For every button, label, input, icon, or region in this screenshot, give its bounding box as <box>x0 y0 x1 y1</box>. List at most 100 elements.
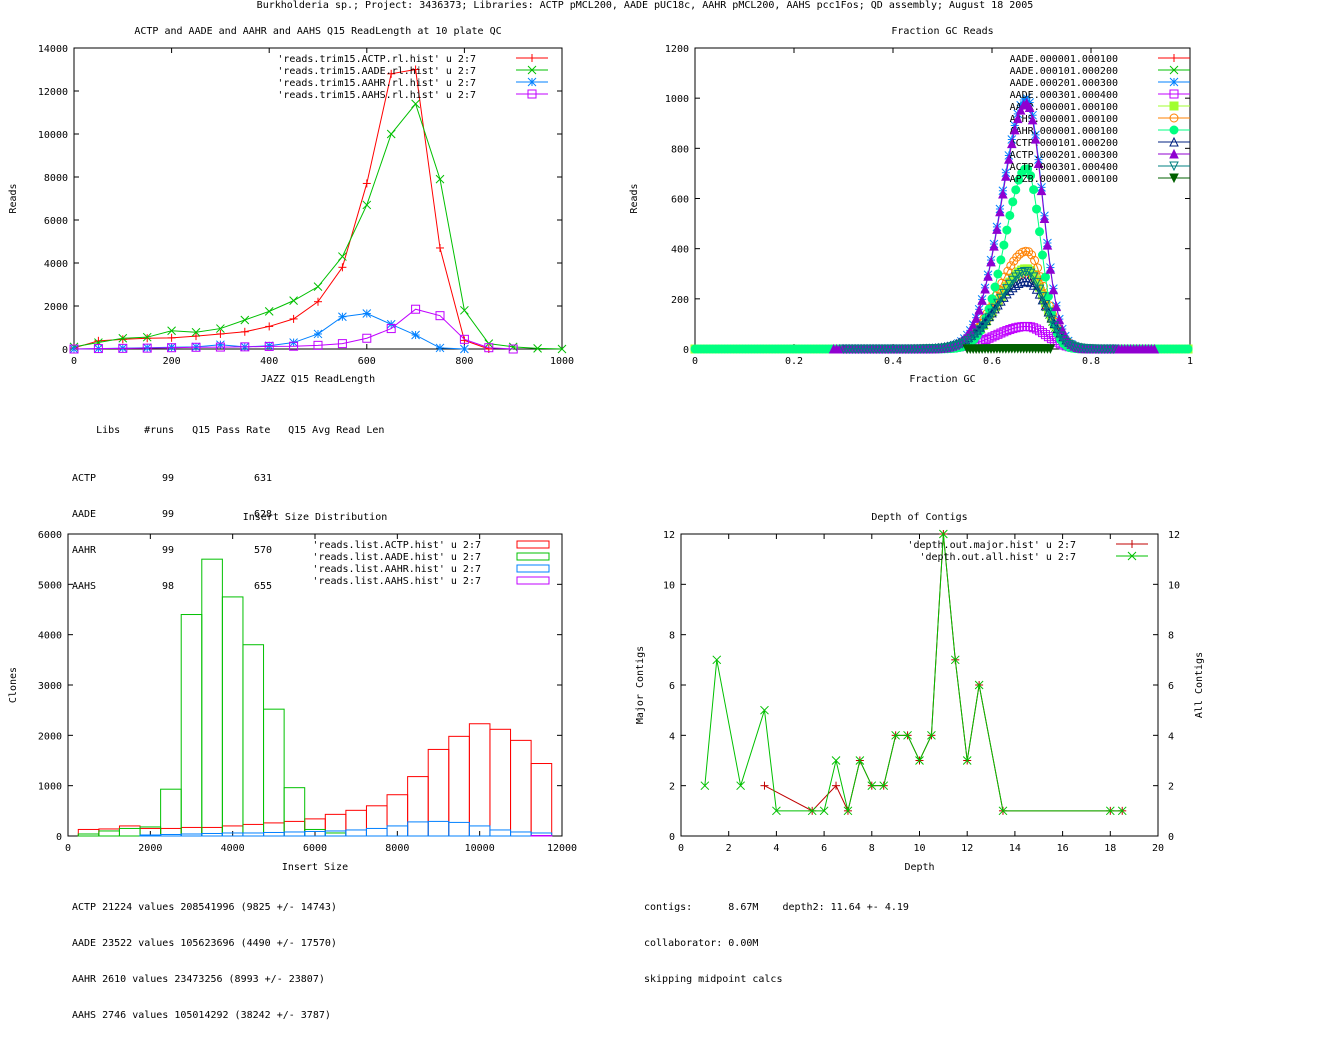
readlen-data-point <box>240 315 250 325</box>
insert-bar <box>427 820 450 837</box>
insert-bar <box>510 831 532 837</box>
gc-data-point <box>998 188 1008 199</box>
gc-data-point <box>1027 114 1038 125</box>
gc-data-point <box>1003 266 1013 276</box>
gc-data-point <box>1029 323 1039 333</box>
gc-data-point <box>1005 210 1015 220</box>
readlen-data-point <box>459 334 469 344</box>
depth-y-tick-label: 0 <box>669 832 675 843</box>
depth-y-tick-label: 8 <box>669 631 675 642</box>
insert-chart-title: Insert Size Distribution <box>243 512 388 523</box>
insert-x-tick-label: 6000 <box>303 843 327 854</box>
gc-data-point <box>1008 324 1018 334</box>
gc-y-tick-label: 800 <box>671 144 689 155</box>
readlen-legend-label: 'reads.trim15.AAHR.rl.hist' u 2:7 <box>277 78 476 89</box>
gc-data-point <box>972 328 982 339</box>
readlen-data-point <box>118 343 128 353</box>
gc-data-point <box>1052 326 1063 337</box>
readlen-data-point <box>215 342 225 352</box>
gc-data-point <box>1032 204 1042 214</box>
gc-data-point <box>1108 344 1119 355</box>
gc-series <box>838 161 1179 355</box>
readlen-legend-label: 'reads.trim15.ACTP.rl.hist' u 2:7 <box>277 54 476 65</box>
readlen-data-point <box>411 99 420 109</box>
depth-y2-tick-label: 0 <box>1168 832 1174 843</box>
insert-bar <box>221 596 244 837</box>
gc-data-point <box>1058 335 1069 345</box>
insert-legend-label: 'reads.list.AAHS.hist' u 2:7 <box>312 576 481 587</box>
readlen-x-tick-label: 200 <box>163 356 181 367</box>
readlen-legend-label: 'reads.trim15.AADE.rl.hist' u 2:7 <box>277 66 476 77</box>
gc-data-point <box>981 334 991 344</box>
readlen-y-tick-label: 4000 <box>44 259 68 270</box>
depth-data-point <box>998 806 1008 816</box>
depth-y2-tick-label: 12 <box>1168 530 1180 541</box>
readlen-y-tick-label: 8000 <box>44 173 68 184</box>
gc-data-point <box>1040 299 1051 310</box>
readlen-data-point <box>167 326 176 336</box>
gc-data-point <box>1051 301 1062 312</box>
insert-x-tick-label: 10000 <box>465 843 495 854</box>
readlen-data-point <box>289 296 298 305</box>
depth-y-tick-label: 6 <box>669 681 675 692</box>
gc-legend-label: AADE.000301.000400 <box>1010 90 1118 101</box>
insert-bar <box>242 644 265 837</box>
gc-data-point <box>1009 124 1020 135</box>
gc-data-point <box>1002 284 1012 294</box>
insert-bar <box>201 826 223 837</box>
depth-data-point <box>712 655 722 665</box>
readlen-data-point <box>557 344 567 354</box>
depth-data-point <box>927 730 936 740</box>
gc-data-point <box>1015 249 1025 259</box>
readlen-data-point <box>142 332 152 342</box>
readlen-data-point <box>313 340 323 350</box>
gc-data-point <box>1033 263 1043 273</box>
depth-legend-label: 'depth.out.major.hist' u 2:7 <box>907 540 1076 551</box>
gc-legend-label: AADE.000101.000200 <box>1010 66 1118 77</box>
gc-data-point <box>971 313 981 323</box>
readlen-x-tick-label: 1000 <box>550 356 574 367</box>
gc-data-point <box>1005 279 1015 290</box>
depth-series-line <box>764 533 1123 813</box>
readlen-series-line <box>73 308 514 350</box>
readlen-data-point <box>362 309 372 318</box>
q15-runs: 99 <box>162 509 175 520</box>
gc-y-tick-label: 200 <box>671 295 689 306</box>
gc-x-axis-label: Fraction GC <box>909 374 975 385</box>
insert-y-axis-label: Clones <box>8 667 19 703</box>
gc-data-point <box>996 293 1006 304</box>
readlen-data-point <box>435 343 445 353</box>
gc-data-point <box>990 331 1000 341</box>
gc-data-point <box>990 303 1000 314</box>
depth-y-tick-label: 12 <box>663 530 675 541</box>
readlen-x-tick-label: 800 <box>455 356 473 367</box>
gc-data-point <box>1038 281 1048 291</box>
readlen-legend-label: 'reads.trim15.AAHS.rl.hist' u 2:7 <box>277 90 476 101</box>
gc-data-point <box>993 298 1003 309</box>
readlen-data-point <box>508 342 518 352</box>
depth-x-tick-label: 2 <box>726 843 732 854</box>
q15-stats-row: AAHS 98 655 <box>72 581 384 593</box>
insert-bar <box>530 763 553 837</box>
readlen-y-axis-label: Reads <box>8 183 19 213</box>
insert-bar <box>180 833 203 837</box>
gc-data-point <box>1004 154 1014 164</box>
depth-data-point <box>867 781 877 791</box>
depth-x-tick-label: 18 <box>1104 843 1116 854</box>
q15-header-avg-len: Q15 Avg Read Len <box>288 425 385 436</box>
insert-legend-swatch <box>516 552 550 561</box>
gc-legend-label: AADE.000201.000300 <box>1010 78 1118 89</box>
gc-data-point <box>1011 185 1021 195</box>
q15-stats-row: AADE 99 628 <box>72 509 384 521</box>
page-title: Burkholderia sp.; Project: 3436373; Libr… <box>256 0 1034 11</box>
insert-legend-label: 'reads.list.AAHR.hist' u 2:7 <box>312 564 481 575</box>
gc-data-point <box>1149 343 1160 354</box>
q15-lib: AADE <box>72 509 97 520</box>
gc-data-point <box>1034 284 1045 295</box>
depth-data-point <box>938 529 948 539</box>
gc-x-tick-label: 0 <box>692 356 698 367</box>
readlen-data-point <box>313 282 323 292</box>
gc-data-point <box>1013 278 1024 288</box>
insert-bar <box>242 823 265 837</box>
gc-data-point <box>1037 294 1048 305</box>
